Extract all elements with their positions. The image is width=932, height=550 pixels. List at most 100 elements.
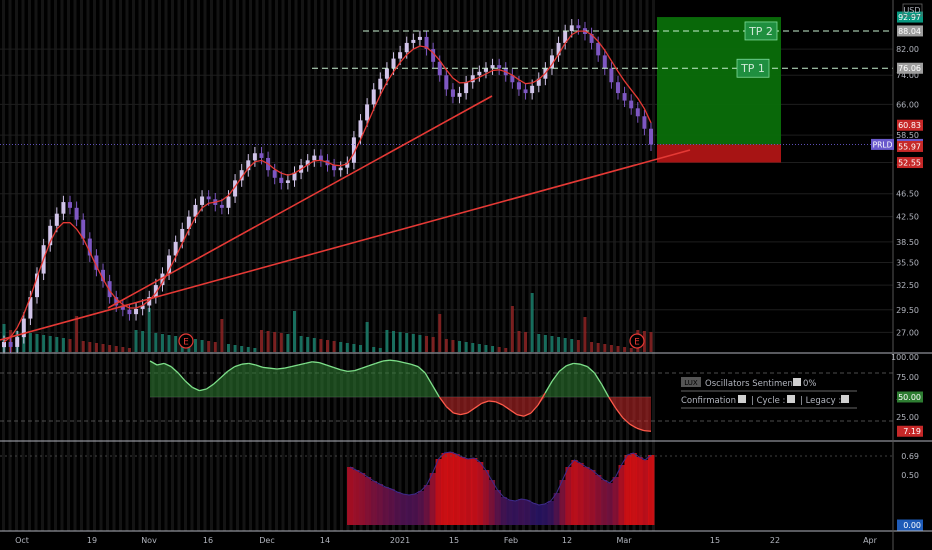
bg-stripe-60 bbox=[392, 0, 395, 531]
candle-body-48 bbox=[318, 155, 323, 161]
volume-bar-13 bbox=[88, 342, 92, 352]
oscillator-2-pane[interactable]: 0.69 0.50 0.00 bbox=[0, 451, 923, 531]
osc-seg-52 bbox=[509, 409, 518, 416]
osc2-bar-15 bbox=[435, 459, 442, 525]
bg-stripe-49 bbox=[320, 0, 324, 531]
price-axis[interactable]: 27.00 29.50 32.50 35.50 38.50 42.50 46.50 52.55… bbox=[871, 11, 923, 338]
price-label-5: 55.97 bbox=[898, 142, 921, 151]
trendline-short[interactable] bbox=[107, 95, 493, 309]
currency-label-box bbox=[902, 3, 923, 17]
osc2-line bbox=[349, 451, 652, 506]
volume-bar-89 bbox=[590, 342, 594, 352]
bg-stripe-43 bbox=[281, 0, 285, 531]
bg-stripe-86 bbox=[561, 0, 564, 531]
confirmation-checkbox[interactable] bbox=[738, 395, 746, 403]
bg-stripe-22 bbox=[145, 0, 148, 531]
osc2-bar-3 bbox=[364, 477, 372, 525]
osc-seg-68 bbox=[622, 417, 631, 425]
candle-body-87 bbox=[576, 25, 581, 29]
osc-seg-46 bbox=[467, 407, 475, 414]
candle-body-68 bbox=[450, 89, 455, 97]
cycle-checkbox[interactable] bbox=[787, 395, 795, 403]
bg-stripe-20 bbox=[132, 0, 135, 531]
volume-bar-82 bbox=[543, 335, 547, 352]
volume-bar-84 bbox=[557, 337, 561, 352]
volume-bar-69 bbox=[458, 341, 462, 352]
osc2-bar-16 bbox=[441, 453, 448, 525]
candle-body-61 bbox=[404, 42, 409, 53]
osc-seg-9 bbox=[206, 383, 214, 390]
volume-bar-55 bbox=[365, 322, 369, 352]
osc-seg-58 bbox=[551, 371, 560, 382]
background-stripes bbox=[2, 0, 655, 531]
osc-seg-27 bbox=[333, 366, 341, 371]
bg-stripe-48 bbox=[314, 0, 317, 531]
option-checkbox-1[interactable] bbox=[793, 378, 801, 386]
bg-stripe-95 bbox=[619, 0, 623, 531]
osc2-bar-46 bbox=[618, 465, 625, 525]
osc-seg-43 bbox=[445, 406, 454, 414]
volume-bar-59 bbox=[392, 331, 396, 352]
candle-body-26 bbox=[173, 241, 178, 256]
bg-stripe-98 bbox=[639, 0, 642, 531]
volume-bar-98 bbox=[649, 332, 653, 352]
time-axis[interactable]: Oct 19 Nov 16 Dec 14 2021 15 Feb 12 Mar 15 22 Apr bbox=[15, 536, 878, 545]
volume-bar-63 bbox=[418, 335, 422, 352]
candle-body-74 bbox=[490, 65, 495, 69]
time-tick-6: 2021 bbox=[390, 536, 410, 545]
bg-stripe-87 bbox=[567, 0, 571, 531]
trendline-long[interactable] bbox=[0, 149, 691, 341]
volume-bar-33 bbox=[220, 319, 224, 352]
osc-current-label-bg bbox=[897, 425, 923, 437]
option-value-1: 0% bbox=[803, 379, 817, 389]
osc2-bar-25 bbox=[494, 490, 501, 525]
osc-seg-65 bbox=[601, 383, 610, 398]
bg-stripe-30 bbox=[197, 0, 200, 531]
bg-stripe-40 bbox=[262, 0, 265, 531]
osc-seg-6 bbox=[184, 380, 193, 388]
osc2-bar-19 bbox=[459, 457, 466, 525]
osc2-bar-39 bbox=[577, 463, 584, 525]
volume-bar-25 bbox=[167, 335, 171, 352]
volume-bar-30 bbox=[200, 340, 204, 352]
lux-badge-bg bbox=[681, 377, 701, 387]
osc2-bar-22 bbox=[476, 462, 484, 525]
oscillator-legend: LUX Oscillators Sentiment : 0% Confirmat… bbox=[681, 377, 857, 409]
candle-body-39 bbox=[259, 153, 264, 158]
osc-seg-19 bbox=[276, 367, 285, 370]
legacy-checkbox[interactable] bbox=[841, 395, 849, 403]
candle-body-38 bbox=[252, 153, 257, 161]
candle-body-5 bbox=[35, 273, 40, 298]
time-tick-9: 12 bbox=[562, 536, 572, 545]
candle-body-31 bbox=[206, 196, 211, 200]
candle-body-85 bbox=[563, 31, 568, 43]
osc2-bar-30 bbox=[524, 500, 531, 525]
price-tick-5: 42.50 bbox=[896, 213, 919, 222]
osc2-bar-7 bbox=[388, 489, 395, 525]
osc-seg-61 bbox=[573, 362, 581, 365]
osc-tick-1: 75.00 bbox=[896, 373, 919, 382]
bg-stripe-93 bbox=[606, 0, 610, 531]
earnings-marker-1[interactable]: E bbox=[178, 333, 194, 349]
osc2-bar-2 bbox=[358, 473, 366, 525]
bg-stripe-11 bbox=[73, 0, 77, 531]
time-tick-7: 15 bbox=[449, 536, 459, 545]
osc-seg-63 bbox=[587, 366, 595, 374]
earnings-marker-2[interactable]: E bbox=[629, 333, 645, 349]
osc-seg-42 bbox=[438, 396, 447, 407]
bg-stripe-16 bbox=[106, 0, 109, 531]
bg-stripe-46 bbox=[301, 0, 304, 531]
volume-bar-4 bbox=[28, 333, 32, 352]
candle-body-47 bbox=[312, 155, 317, 161]
time-tick-3: 16 bbox=[203, 536, 213, 545]
price-tick-6: 46.50 bbox=[896, 190, 919, 199]
volume-bar-22 bbox=[147, 308, 151, 352]
volume-bar-60 bbox=[398, 332, 402, 352]
volume-bar-64 bbox=[425, 336, 429, 352]
osc2-bar-40 bbox=[583, 467, 590, 525]
osc-seg-67 bbox=[615, 407, 624, 419]
candle-body-71 bbox=[470, 75, 475, 83]
bg-stripe-9 bbox=[60, 0, 64, 531]
